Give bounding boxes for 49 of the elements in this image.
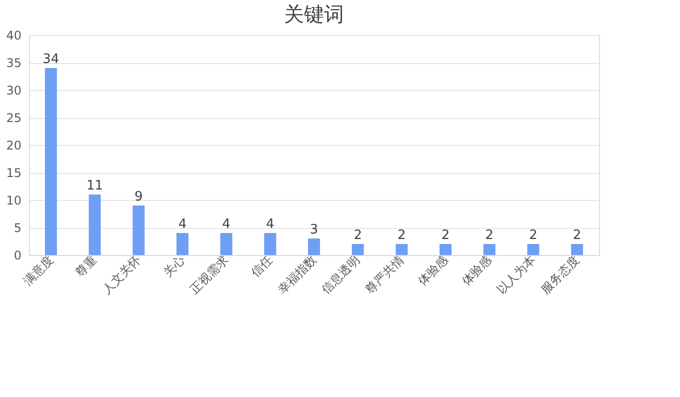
bar [44,68,57,255]
y-tick-label: 20 [6,138,22,152]
x-tick-label: 关心 [160,252,188,280]
data-label: 34 [42,52,60,67]
bar [352,244,364,255]
bar [220,233,232,255]
x-tick-label: 体验感 [458,252,494,288]
x-tick-label: 尊严共情 [362,252,407,296]
x-tick-label: 信任 [248,252,276,280]
data-label: 4 [266,217,274,232]
bar [132,206,145,255]
bar [483,244,496,255]
x-tick-label: 信息透明 [318,252,363,296]
bar [527,244,540,255]
x-tick-label: 体验感 [415,252,450,288]
x-tick-label: 人文关怀 [100,252,144,296]
x-tick-label: 幸福指数 [275,252,319,296]
data-label: 4 [178,217,187,232]
y-tick-label: 35 [6,56,22,70]
bar [264,233,276,255]
bar [440,244,452,255]
x-tick-label: 满意度 [20,252,56,288]
y-tick-label: 15 [6,166,22,180]
y-tick-label: 0 [14,248,22,262]
data-label: 11 [86,178,104,194]
data-label: 2 [398,228,406,243]
data-label: 2 [572,228,582,243]
bar [176,233,188,255]
x-tick-label: 尊重 [72,252,100,280]
bar [308,238,320,255]
y-tick-label: 25 [6,111,22,125]
y-tick-label: 40 [6,28,22,42]
x-tick-label: 正视需求 [187,252,232,296]
data-label: 2 [529,228,538,243]
y-tick-label: 30 [6,84,22,98]
x-tick-label: 服务态度 [538,252,582,296]
data-label: 2 [441,228,450,243]
y-tick-label: 10 [6,194,22,208]
data-label: 9 [134,190,143,204]
bar [88,194,101,255]
data-label: 2 [485,228,494,243]
chart-title: 关键词 [284,2,344,26]
data-label: 4 [222,217,230,232]
y-tick-label: 5 [14,221,22,235]
bar [396,244,408,255]
data-label: 3 [310,222,318,238]
bar [571,244,584,255]
x-tick-label: 以人为本 [494,252,538,296]
data-label: 2 [354,228,362,243]
